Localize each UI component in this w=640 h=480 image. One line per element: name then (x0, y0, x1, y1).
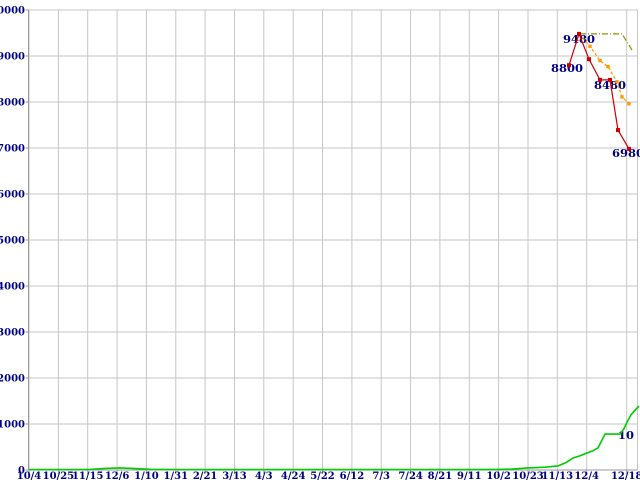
x-axis-label: 11/13 (542, 471, 574, 480)
y-axis-label: 0 (18, 466, 25, 477)
x-axis-label: 1/31 (164, 471, 189, 480)
x-axis-label: 7/24 (398, 471, 423, 480)
green-series (29, 405, 640, 471)
x-axis-label: 9/11 (457, 471, 482, 480)
x-axis-label: 10/2 (486, 471, 511, 480)
red-series-marker (577, 31, 581, 36)
x-axis-label: 5/22 (310, 471, 335, 480)
y-axis-label: 1000 (0, 420, 25, 431)
red-series-marker (608, 77, 612, 82)
x-axis-label: 7/3 (372, 471, 390, 480)
y-axis-label: 5000 (0, 236, 25, 247)
data-point-label: 10 (618, 428, 634, 442)
x-axis-label: 10/4 (17, 471, 42, 480)
data-point-label: 6980 (612, 146, 640, 160)
y-axis-label: 9000 (0, 52, 25, 63)
x-axis-label: 12/4 (574, 471, 599, 480)
x-axis-label: 6/12 (340, 471, 365, 480)
x-axis-label: 1/10 (134, 471, 159, 480)
x-axis-label: 8/21 (428, 471, 453, 480)
y-axis-label: 6000 (0, 190, 25, 201)
y-axis-label: 3000 (0, 328, 25, 339)
olive-dashdot-series (580, 33, 633, 51)
x-axis-label: 4/3 (255, 471, 273, 480)
x-axis-label: 2/21 (193, 471, 218, 480)
red-series-marker (627, 146, 631, 151)
data-point-label: 8800 (551, 61, 583, 75)
x-axis-label: 3/13 (222, 471, 247, 480)
y-axis-label: 8000 (0, 98, 25, 109)
x-axis-label: 10/23 (512, 471, 544, 480)
orange-dashed-series-marker (588, 44, 592, 48)
red-series-marker (616, 128, 620, 133)
y-axis-label: 4000 (0, 282, 25, 293)
orange-dashed-series-marker (627, 102, 631, 106)
x-axis-label: 4/24 (281, 471, 306, 480)
orange-dashed-series-marker (606, 64, 610, 69)
x-axis-label: 11/15 (72, 471, 104, 480)
orange-dashed-series-marker (615, 80, 619, 84)
x-axis-label: 10/25 (43, 471, 75, 480)
orange-dashed-series-marker (620, 95, 624, 99)
y-axis-label: 7000 (0, 144, 25, 155)
red-series-marker (567, 63, 571, 68)
orange-dashed-series-marker (598, 58, 602, 63)
y-axis-label: 10000 (0, 6, 25, 17)
y-axis-label: 2000 (0, 374, 25, 385)
red-series-marker (587, 57, 591, 62)
x-axis-label: 12/6 (105, 471, 130, 480)
red-series-marker (598, 77, 602, 82)
x-axis-label: 12/18 (611, 471, 640, 480)
